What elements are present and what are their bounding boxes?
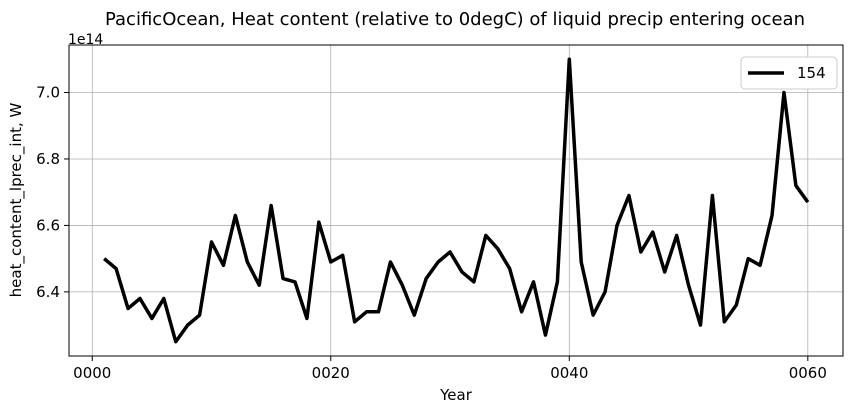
legend-label: 154: [797, 64, 826, 82]
axis-ticks: 0000 0020 0040 0060 6.4 6.6 6.8 7.0: [36, 84, 827, 382]
x-tick-label: 0020: [312, 364, 350, 382]
y-axis-label: heat_content_lprec_int, W: [7, 103, 26, 298]
x-tick-label: 0000: [73, 364, 111, 382]
y-tick-label: 7.0: [36, 84, 60, 102]
x-tick-label: 0040: [550, 364, 588, 382]
legend: 154: [740, 56, 838, 90]
series-line: [103, 57, 810, 344]
x-axis-label: Year: [439, 386, 473, 404]
x-tick-label: 0060: [789, 364, 827, 382]
y-offset-label: 1e14: [68, 32, 103, 48]
plot-frame: [68, 44, 844, 357]
y-tick-label: 6.4: [36, 283, 60, 301]
y-tick-label: 6.6: [36, 216, 60, 234]
grid: [69, 45, 843, 356]
chart-title: PacificOcean, Heat content (relative to …: [105, 9, 805, 30]
plot-series: [103, 57, 810, 344]
legend-box: [740, 56, 838, 90]
y-tick-label: 6.8: [36, 150, 60, 168]
